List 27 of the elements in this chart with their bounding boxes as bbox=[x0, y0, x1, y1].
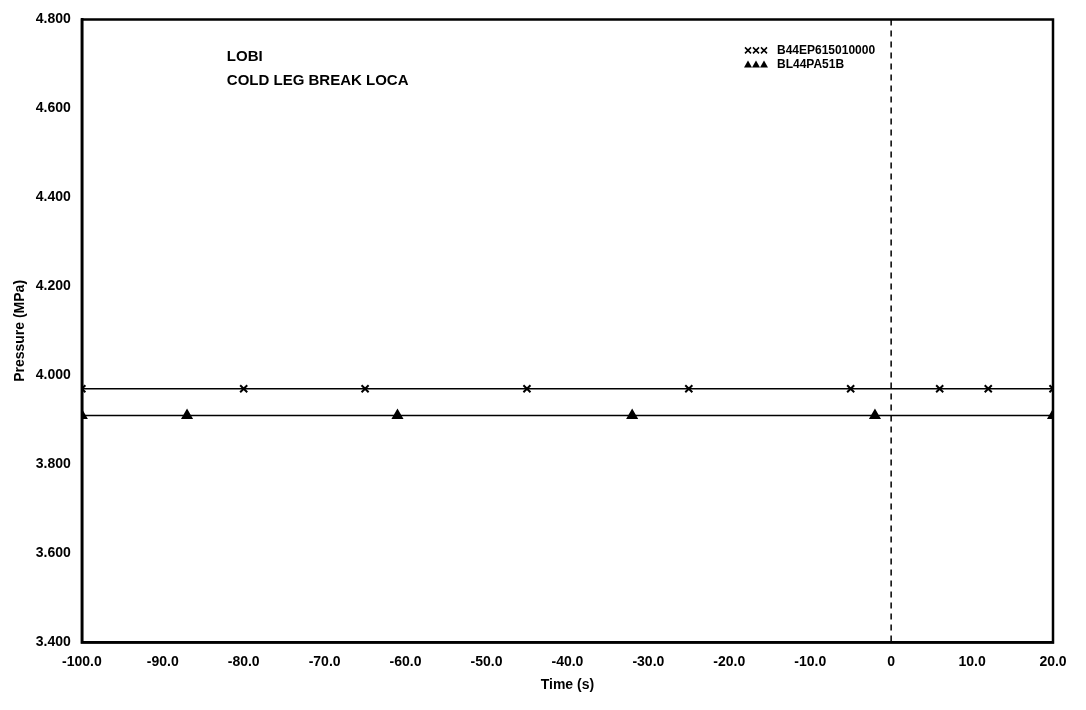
y-tick-label: 4.000 bbox=[35, 366, 72, 383]
annotation: COLD LEG BREAK LOCA bbox=[226, 71, 409, 89]
y-tick-label: 4.200 bbox=[35, 277, 72, 294]
x-axis-title: Time (s) bbox=[540, 676, 595, 693]
legend-label: BL44PA51B bbox=[777, 56, 845, 71]
x-tick-label: -100.0 bbox=[61, 652, 102, 669]
y-tick-label: 3.800 bbox=[35, 455, 72, 472]
x-tick-label: -50.0 bbox=[470, 652, 503, 669]
legend-label: B44EP615010000 bbox=[777, 42, 876, 57]
x-tick-label: -20.0 bbox=[713, 652, 746, 669]
y-tick-label: 4.800 bbox=[35, 10, 72, 27]
y-tick-label: 3.400 bbox=[35, 633, 72, 650]
x-tick-label: -70.0 bbox=[308, 652, 341, 669]
x-tick-label: -30.0 bbox=[632, 652, 665, 669]
x-tick-label: -80.0 bbox=[227, 652, 260, 669]
y-tick-label: 4.600 bbox=[35, 99, 72, 116]
y-axis-title: Pressure (MPa) bbox=[11, 279, 28, 382]
x-tick-label: -60.0 bbox=[389, 652, 422, 669]
x-tick-label: 10.0 bbox=[958, 652, 986, 669]
x-tick-label: -10.0 bbox=[794, 652, 827, 669]
y-tick-label: 3.600 bbox=[35, 544, 72, 561]
x-tick-label: 0 bbox=[887, 652, 896, 669]
x-tick-label: -90.0 bbox=[146, 652, 179, 669]
x-tick-label: 20.0 bbox=[1039, 652, 1067, 669]
x-tick-label: -40.0 bbox=[551, 652, 584, 669]
y-tick-label: 4.400 bbox=[35, 188, 72, 205]
annotation: LOBI bbox=[226, 47, 263, 65]
